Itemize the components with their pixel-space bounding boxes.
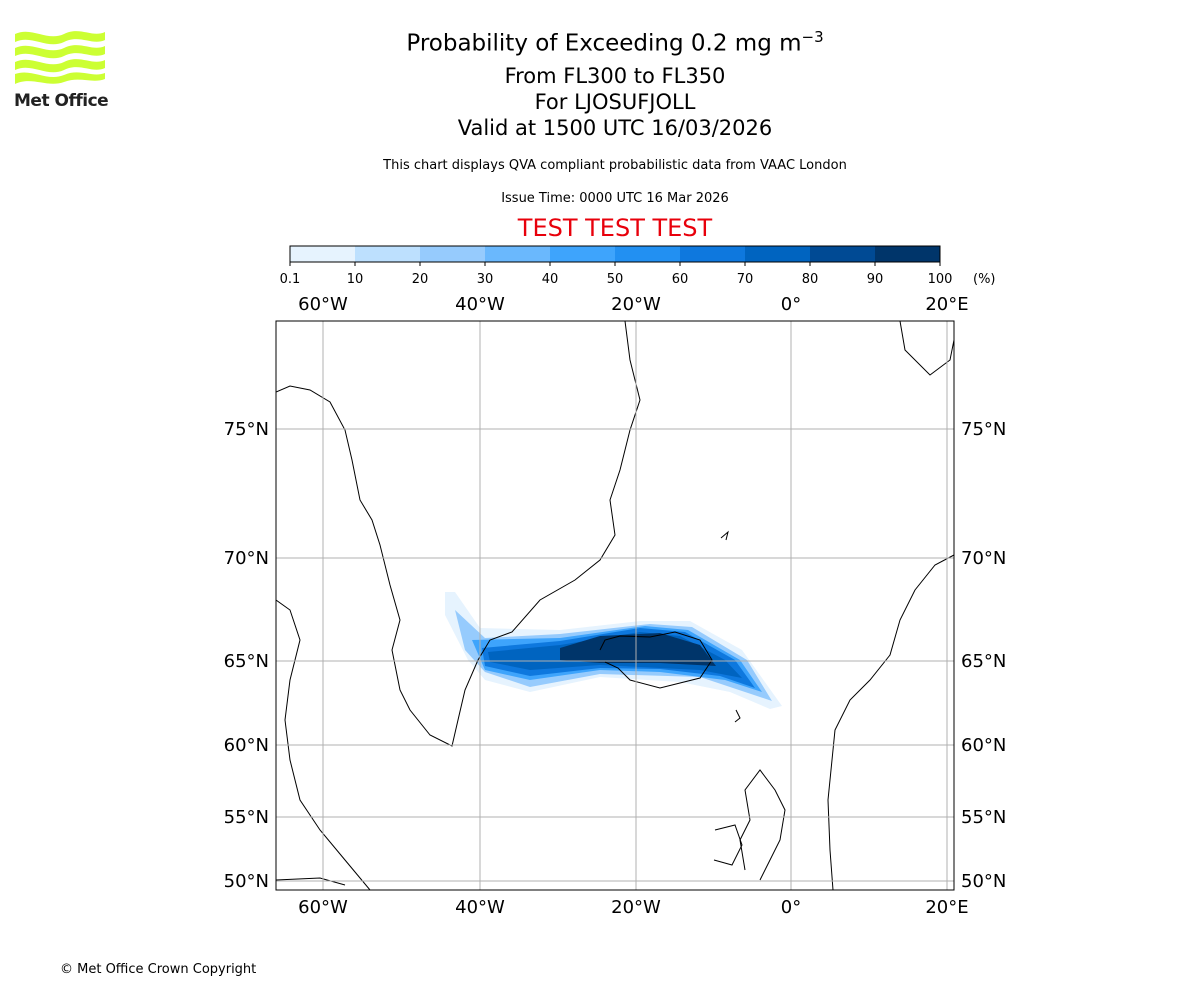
latitude-label-left: 75°N [224,419,269,440]
colorbar-segment [875,246,940,262]
colorbar-tick-label: 0.1 [280,272,301,287]
ash-probability-area [472,626,762,692]
longitude-label-bottom: 20°E [925,897,968,918]
colorbar-segment [290,246,355,262]
coastline [739,769,786,881]
colorbar-tick-label: 90 [867,272,884,287]
coastline [713,824,743,866]
longitude-label-top: 20°W [611,294,661,315]
colorbar-segment [810,246,875,262]
colorbar-segment [615,246,680,262]
longitude-label-top: 20°E [925,294,968,315]
coastline [276,599,371,890]
latitude-label-left: 60°N [224,735,269,756]
colorbar-frame [289,245,941,263]
longitude-label-top: 0° [781,294,801,315]
latitude-label-left: 50°N [224,871,269,892]
coastline [276,321,641,747]
colorbar-tick-label: 100 [928,272,953,287]
coastline [276,877,346,886]
ash-probability-area [482,628,755,688]
ash-probability-area [455,610,772,701]
coastline [827,554,954,890]
colorbar-tick-label: 80 [802,272,819,287]
met-office-logo-icon [15,31,105,84]
colorbar-tick-label: 50 [607,272,624,287]
valid-time: Valid at 1500 UTC 16/03/2026 [457,116,773,140]
colorbar-segment [355,246,420,262]
map-content [276,321,954,890]
longitude-label-bottom: 60°W [298,897,348,918]
test-banner: TEST TEST TEST [517,214,713,242]
ash-probability-area [445,592,782,709]
issue-time: Issue Time: 0000 UTC 16 Mar 2026 [501,191,729,206]
latitude-label-right: 65°N [961,651,1006,672]
chart-title: Probability of Exceeding 0.2 mg m−3 [406,28,824,57]
longitude-label-bottom: 20°W [611,897,661,918]
subtitle: This chart displays QVA compliant probab… [383,158,847,173]
coastline [599,631,713,689]
coastline [720,530,729,541]
latitude-label-left: 70°N [224,548,269,569]
map-frame [275,320,955,891]
colorbar-unit: (%) [973,272,996,287]
volcano-name: For LJOSUFJOLL [534,90,696,114]
latitude-label-left: 65°N [224,651,269,672]
colorbar-segment [550,246,615,262]
coastline [734,709,741,723]
logo-text: Met Office [14,91,109,111]
flight-level-range: From FL300 to FL350 [504,64,726,88]
colorbar-segment [680,246,745,262]
coastline [899,321,954,376]
longitude-label-bottom: 0° [781,897,801,918]
colorbar-segment [485,246,550,262]
colorbar: 0.1 10 20 30 40 50 60 70 80 90 100 (%) [280,245,996,287]
colorbar-tick-label: 70 [737,272,754,287]
latitude-label-right: 55°N [961,807,1006,828]
longitude-label-top: 40°W [455,294,505,315]
colorbar-tick-label: 10 [347,272,364,287]
ash-probability-area [488,632,742,678]
latitude-label-right: 70°N [961,548,1006,569]
colorbar-tick-label: 30 [477,272,494,287]
colorbar-tick-label: 40 [542,272,559,287]
longitude-label-bottom: 40°W [455,897,505,918]
colorbar-tick-label: 20 [412,272,429,287]
map: 60°W 60°W 40°W 40°W 20°W 20°W 0° 0° 20°E 20°E 75°N… [224,294,1007,918]
colorbar-segment [745,246,810,262]
latitude-label-right: 60°N [961,735,1006,756]
latitude-label-left: 55°N [224,807,269,828]
latitude-label-right: 50°N [961,871,1006,892]
latitude-label-right: 75°N [961,419,1006,440]
longitude-label-top: 60°W [298,294,348,315]
ash-probability-area [560,633,716,666]
copyright: © Met Office Crown Copyright [60,962,257,977]
colorbar-tick-label: 60 [672,272,689,287]
colorbar-segment [420,246,485,262]
